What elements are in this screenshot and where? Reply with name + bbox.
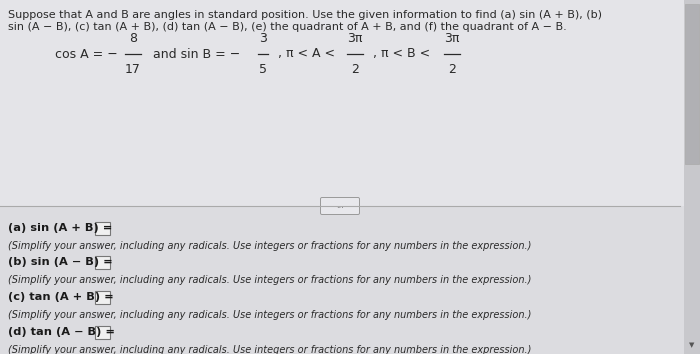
FancyBboxPatch shape xyxy=(94,256,110,268)
FancyBboxPatch shape xyxy=(94,291,110,303)
FancyBboxPatch shape xyxy=(684,0,700,354)
Text: 3π: 3π xyxy=(347,32,363,45)
Text: sin (A − B), (c) tan (A + B), (d) tan (A − B), (e) the quadrant of A + B, and (f: sin (A − B), (c) tan (A + B), (d) tan (A… xyxy=(8,22,567,32)
Text: cos A = −: cos A = − xyxy=(55,47,118,61)
Text: 17: 17 xyxy=(125,63,141,76)
Text: 2: 2 xyxy=(351,63,359,76)
Text: Suppose that A and B are angles in standard position. Use the given information : Suppose that A and B are angles in stand… xyxy=(8,10,602,20)
Text: ▼: ▼ xyxy=(690,342,694,348)
Text: (d) tan (A − B) =: (d) tan (A − B) = xyxy=(8,327,119,337)
Text: (c) tan (A + B) =: (c) tan (A + B) = xyxy=(8,292,118,302)
Text: 3π: 3π xyxy=(444,32,460,45)
FancyBboxPatch shape xyxy=(94,325,110,338)
Text: ...: ... xyxy=(336,201,344,211)
Text: (a) sin (A + B) =: (a) sin (A + B) = xyxy=(8,223,116,233)
FancyBboxPatch shape xyxy=(685,4,699,164)
Text: , π < B <: , π < B < xyxy=(373,47,430,61)
Text: , π < A <: , π < A < xyxy=(278,47,335,61)
Text: (Simplify your answer, including any radicals. Use integers or fractions for any: (Simplify your answer, including any rad… xyxy=(8,310,531,320)
FancyBboxPatch shape xyxy=(94,222,110,234)
Text: (Simplify your answer, including any radicals. Use integers or fractions for any: (Simplify your answer, including any rad… xyxy=(8,275,531,285)
FancyBboxPatch shape xyxy=(0,0,700,206)
Text: (b) sin (A − B) =: (b) sin (A − B) = xyxy=(8,257,117,267)
Text: 8: 8 xyxy=(129,32,137,45)
Text: (Simplify your answer, including any radicals. Use integers or fractions for any: (Simplify your answer, including any rad… xyxy=(8,241,531,251)
FancyBboxPatch shape xyxy=(321,198,360,215)
Text: (Simplify your answer, including any radicals. Use integers or fractions for any: (Simplify your answer, including any rad… xyxy=(8,345,531,354)
Text: 5: 5 xyxy=(259,63,267,76)
Text: and sin B = −: and sin B = − xyxy=(153,47,240,61)
Text: 3: 3 xyxy=(259,32,267,45)
Text: 2: 2 xyxy=(448,63,456,76)
